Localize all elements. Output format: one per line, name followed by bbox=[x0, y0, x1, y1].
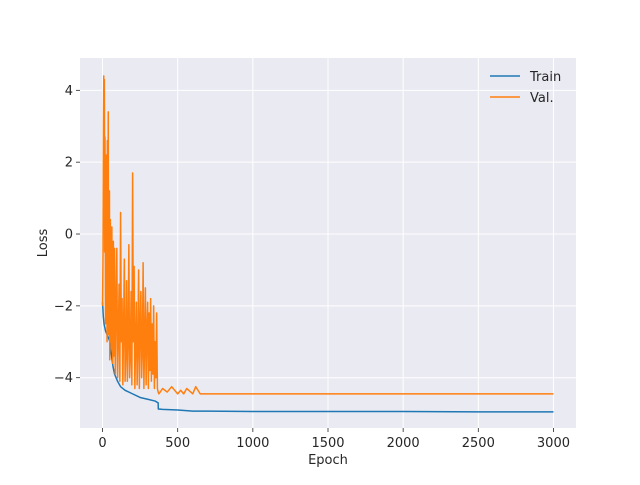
x-axis-ticks: 0 500 1000 1500 2000 2500 3000 bbox=[98, 428, 570, 451]
y-tick-label: −2 bbox=[54, 299, 73, 314]
x-axis-label: Epoch bbox=[308, 453, 348, 468]
series-line-val bbox=[101, 75, 554, 395]
x-tick-label: 0 bbox=[98, 436, 106, 451]
series-layer bbox=[101, 75, 554, 413]
y-tick-label: −4 bbox=[54, 371, 73, 386]
x-tick-label: 2000 bbox=[387, 436, 420, 451]
y-axis-ticks: −4 −2 0 2 4 bbox=[54, 84, 80, 386]
y-tick-label: 0 bbox=[65, 228, 73, 243]
x-tick-label: 1500 bbox=[311, 436, 344, 451]
y-tick-label: 2 bbox=[65, 156, 73, 171]
y-axis-label: Loss bbox=[36, 229, 51, 258]
x-tick-label: 500 bbox=[165, 436, 190, 451]
x-tick-label: 2500 bbox=[462, 436, 495, 451]
legend: Train Val. bbox=[490, 70, 561, 106]
grid bbox=[80, 58, 576, 428]
legend-label-train: Train bbox=[529, 70, 561, 85]
x-tick-label: 1000 bbox=[236, 436, 269, 451]
x-tick-label: 3000 bbox=[537, 436, 570, 451]
legend-label-val: Val. bbox=[530, 91, 554, 106]
y-tick-label: 4 bbox=[65, 84, 73, 99]
